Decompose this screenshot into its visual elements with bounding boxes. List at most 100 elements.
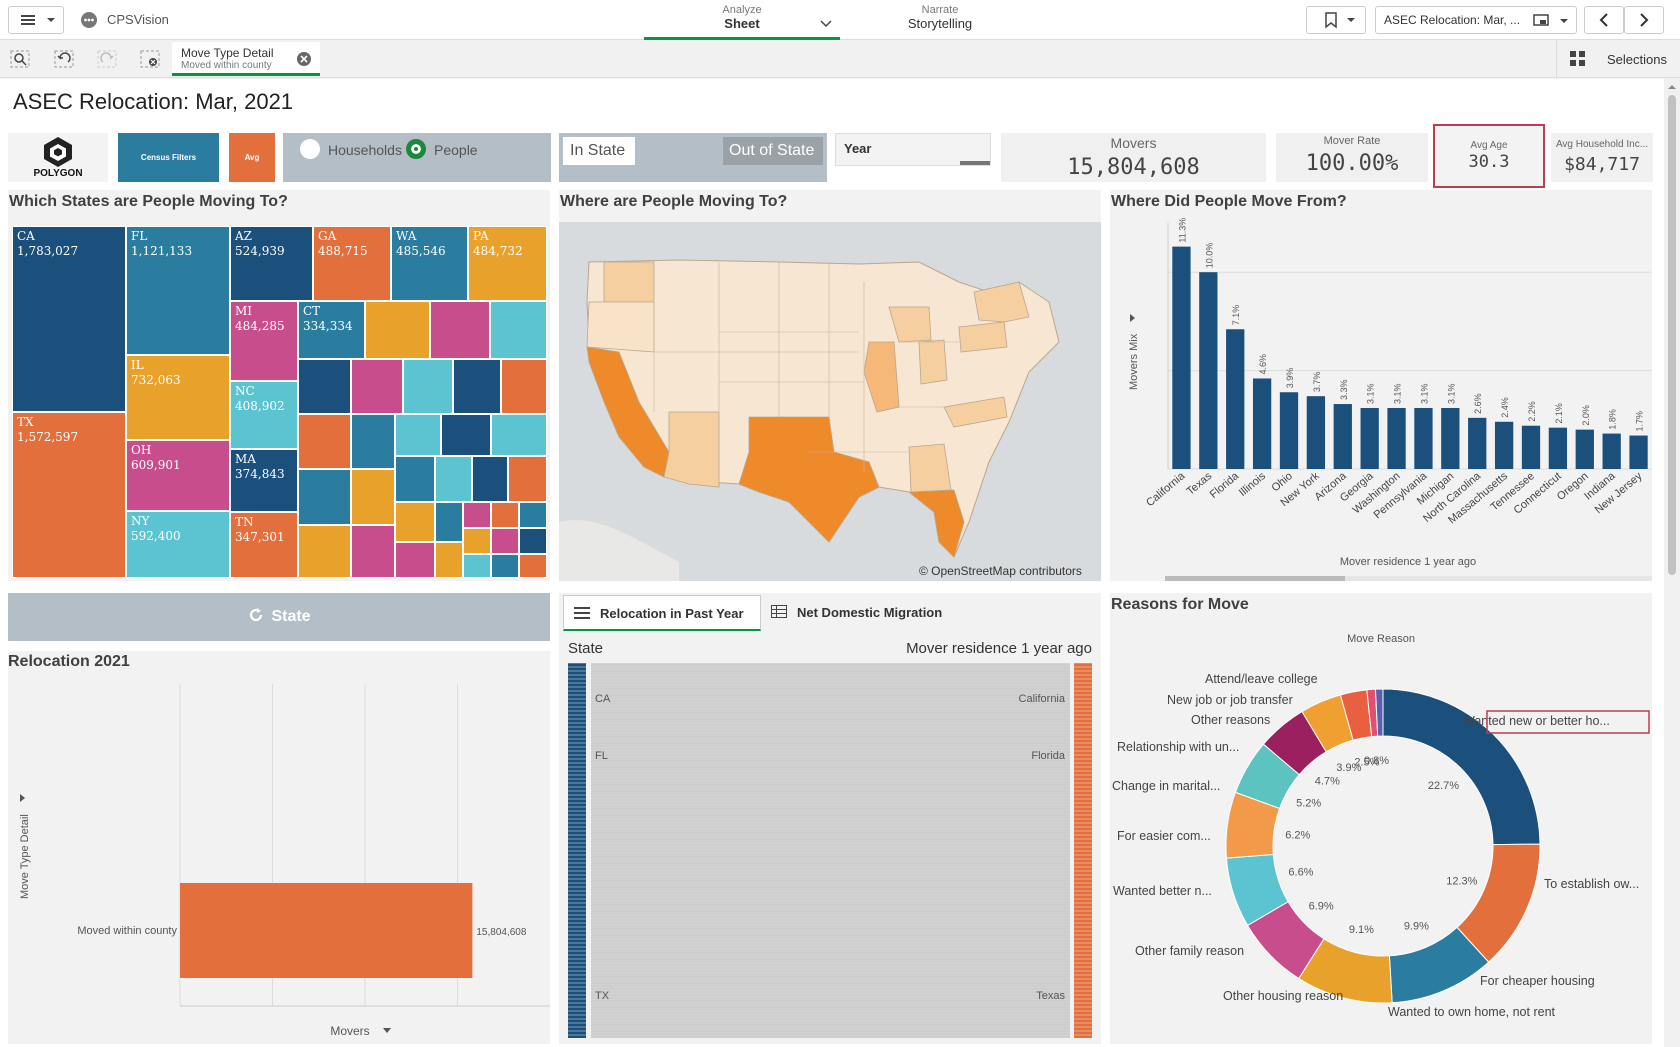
treemap-tile[interactable] — [395, 542, 435, 578]
treemap-tile[interactable] — [298, 414, 351, 469]
bar-georgia[interactable] — [1360, 407, 1379, 469]
treemap-tile[interactable] — [490, 301, 547, 359]
treemap-tile[interactable] — [298, 469, 351, 525]
state-cycle-button[interactable]: State — [8, 593, 550, 641]
caret-down-icon[interactable] — [383, 1028, 391, 1033]
treemap-tile[interactable] — [403, 359, 453, 414]
bar-connecticut[interactable] — [1548, 427, 1568, 469]
bar-arizona[interactable] — [1333, 404, 1352, 469]
treemap-tile-az[interactable]: AZ 524,939 — [230, 226, 313, 301]
treemap-tile[interactable] — [351, 525, 395, 578]
treemap-tile[interactable] — [463, 502, 491, 528]
people-radio[interactable] — [406, 139, 426, 159]
treemap-tile[interactable] — [298, 359, 351, 414]
treemap-tile[interactable] — [519, 554, 547, 578]
households-radio[interactable] — [300, 139, 320, 159]
treemap-tile-ct[interactable]: CT 334,334 — [298, 301, 365, 359]
treemap-tile[interactable] — [435, 456, 472, 502]
treemap-tile[interactable] — [435, 502, 463, 542]
bar-florida[interactable] — [1226, 329, 1245, 469]
clear-selections-icon[interactable] — [140, 50, 162, 70]
sheet-selector[interactable]: ASEC Relocation: Mar, ... — [1375, 6, 1577, 34]
donut-slice[interactable] — [1374, 688, 1384, 737]
avg-button[interactable]: Avg — [229, 133, 275, 182]
treemap-tile[interactable] — [430, 301, 490, 359]
treemap-tile-tn[interactable]: TN 347,301 — [230, 512, 298, 578]
treemap-tile[interactable] — [472, 456, 508, 502]
step-back-icon[interactable] — [54, 50, 76, 70]
map-attribution[interactable]: © OpenStreetMap contributors — [919, 564, 1082, 578]
treemap-tile-nc[interactable]: NC 408,902 — [230, 381, 298, 449]
bar-moved-within-county[interactable] — [180, 883, 473, 978]
treemap-tile-ma[interactable]: MA 374,843 — [230, 449, 298, 512]
from-bar-chart[interactable]: Movers Mix 11.3%California10.0%Texas7.1%… — [1110, 190, 1652, 581]
bar-california[interactable] — [1172, 246, 1191, 469]
treemap-tile[interactable] — [491, 554, 519, 578]
treemap-tile-mi[interactable]: MI 484,285 — [230, 301, 298, 381]
from-scroll-thumb[interactable] — [1165, 576, 1345, 581]
treemap-tile[interactable] — [351, 469, 395, 525]
treemap-tile[interactable] — [491, 528, 519, 554]
treemap-tile[interactable] — [519, 528, 547, 554]
treemap-tile-tx[interactable]: TX 1,572,597 — [12, 412, 126, 578]
out-of-state-button[interactable]: Out of State — [723, 137, 823, 165]
treemap-tile[interactable] — [501, 359, 547, 414]
treemap-tile-ga[interactable]: GA 488,715 — [313, 226, 391, 301]
selection-chip[interactable]: Move Type Detail Moved within county — [172, 42, 320, 76]
treemap-tile[interactable] — [395, 414, 441, 456]
treemap-tile-wa[interactable]: WA 485,546 — [391, 226, 468, 301]
bar-illinois[interactable] — [1252, 378, 1272, 469]
treemap-tile[interactable] — [491, 414, 547, 456]
treemap-tile-oh[interactable]: OH 609,901 — [126, 440, 230, 511]
relocation-bar-chart[interactable]: Move Type Detail Moved within county 15,8… — [8, 651, 550, 1044]
treemap-tile[interactable] — [351, 359, 403, 414]
step-forward-icon[interactable] — [97, 50, 119, 70]
in-state-button[interactable]: In State — [563, 137, 635, 165]
bar-pennsylvania[interactable] — [1414, 407, 1433, 469]
selections-panel-button[interactable]: Selections — [1556, 40, 1680, 78]
treemap-tile[interactable] — [395, 502, 435, 542]
treemap-tile[interactable] — [463, 528, 491, 554]
axis-expand-icon[interactable] — [20, 794, 25, 802]
treemap-tile[interactable] — [435, 542, 463, 578]
bar-washington[interactable] — [1387, 407, 1406, 469]
main-menu-button[interactable] — [8, 6, 64, 34]
bookmark-button[interactable] — [1306, 6, 1366, 34]
narrate-tab[interactable]: Narrate Storytelling — [860, 4, 1020, 40]
bar-ohio[interactable] — [1279, 392, 1299, 469]
bar-new-york[interactable] — [1306, 396, 1326, 469]
treemap-tile[interactable] — [519, 502, 547, 528]
bar-indiana[interactable] — [1602, 433, 1621, 469]
treemap-tile[interactable] — [351, 414, 395, 469]
us-map[interactable]: © OpenStreetMap contributors — [559, 222, 1101, 581]
close-icon[interactable] — [296, 51, 312, 67]
treemap-tile-ny[interactable]: NY 592,400 — [126, 511, 230, 578]
bar-massachusetts[interactable] — [1494, 421, 1514, 469]
treemap-tile[interactable] — [491, 502, 519, 528]
treemap-tile[interactable] — [463, 554, 491, 578]
treemap-tile-pa[interactable]: PA 484,732 — [468, 226, 547, 301]
treemap-tile[interactable] — [453, 359, 501, 414]
sankey-chart[interactable]: CA FL TX California Florida Texas — [559, 663, 1101, 1043]
bar-north-carolina[interactable] — [1468, 417, 1487, 469]
treemap-tile-fl[interactable]: FL 1,121,133 — [126, 226, 230, 355]
scrollbar[interactable] — [1664, 79, 1680, 1047]
from-scrollbar[interactable] — [1165, 576, 1652, 581]
tab-net-domestic-migration[interactable]: Net Domestic Migration — [761, 595, 959, 631]
bar-oregon[interactable] — [1575, 429, 1594, 469]
axis-expand-icon[interactable] — [1130, 314, 1135, 322]
treemap-tile[interactable] — [441, 414, 491, 456]
treemap[interactable]: CA 1,783,027 TX 1,572,597 FL 1,121,133 IL 73… — [12, 226, 547, 578]
treemap-tile[interactable] — [395, 456, 435, 502]
reasons-donut-chart[interactable]: 22.7% 12.3% 9.9% 9.1% 6.9% 6.6% 6.2% 5.2% 4.7%3.… — [1110, 593, 1652, 1044]
census-filters-button[interactable]: Census Filters — [118, 133, 219, 182]
bar-tennessee[interactable] — [1521, 425, 1541, 469]
bar-michigan[interactable] — [1441, 407, 1460, 469]
treemap-tile-il[interactable]: IL 732,063 — [126, 355, 230, 440]
bar-texas[interactable] — [1199, 272, 1218, 469]
smart-search-icon[interactable] — [10, 50, 32, 70]
donut-slice[interactable] — [1382, 688, 1541, 846]
treemap-tile[interactable] — [298, 525, 351, 578]
analyze-tab[interactable]: Analyze Sheet — [644, 4, 840, 40]
year-slider-track[interactable] — [960, 161, 990, 165]
